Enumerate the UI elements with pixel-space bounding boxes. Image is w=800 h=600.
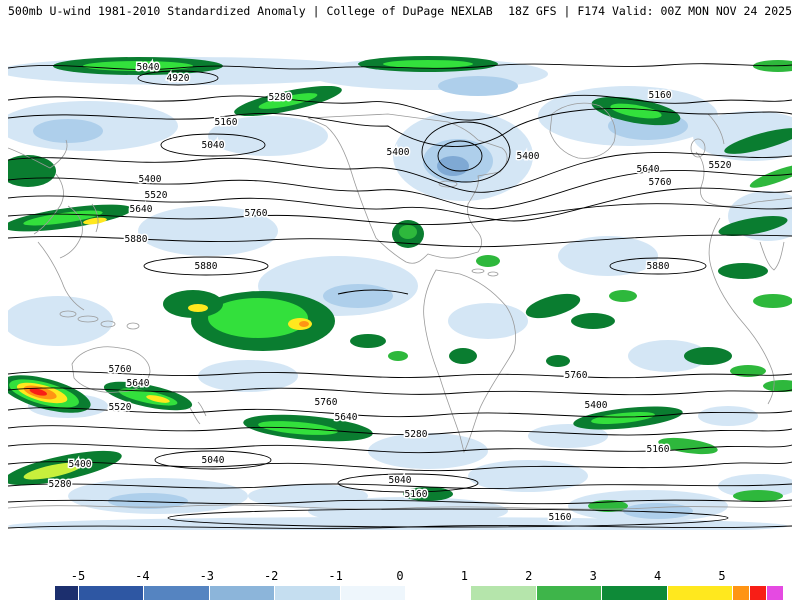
coast-south-america — [423, 269, 516, 454]
coast-japan — [91, 203, 99, 233]
coast-britain — [690, 138, 706, 158]
contour-label: 5880 — [195, 261, 218, 272]
contour-label: 5400 — [69, 459, 92, 470]
colorbar-tick-label: 2 — [525, 569, 533, 583]
contour-label: 5760 — [565, 370, 588, 381]
colorbar-segment — [144, 586, 210, 600]
coast-great-lakes — [438, 180, 458, 188]
colorbar-tick-label: 0 — [396, 569, 404, 583]
colorbar-segment — [749, 586, 767, 600]
contour-label: 4920 — [167, 73, 190, 84]
contour-label: 5880 — [125, 234, 148, 245]
colorbar-segment — [55, 586, 79, 600]
colorbar-ticks: -5 -4 -3 -2 -1 0 1 2 3 4 5 — [55, 569, 767, 583]
colorbar-segment — [209, 586, 276, 600]
contour-label: 5760 — [245, 208, 268, 219]
coast-europe — [695, 151, 793, 207]
contour-label: 5400 — [585, 400, 608, 411]
contour-label: 5640 — [130, 204, 153, 215]
colorbar-tick-label: 4 — [653, 569, 662, 583]
contour-label: 5040 — [202, 140, 225, 151]
coast-asia — [7, 139, 85, 311]
coast-greenland — [549, 102, 616, 159]
colorbar-segment — [667, 586, 733, 600]
contour-label: 5640 — [637, 164, 660, 175]
colorbar-tick-label: 1 — [460, 569, 469, 583]
southern-jet-max — [1, 375, 91, 413]
coast-caribbean — [471, 268, 485, 274]
colorbar-segment — [732, 586, 750, 600]
titlebar: 500mb U-wind 1981-2010 Standardized Anom… — [8, 4, 792, 18]
colorbar-segment — [275, 586, 341, 600]
colorbar-segment — [79, 586, 145, 600]
contour-label: 5280 — [405, 429, 428, 440]
anomaly-positive-shading — [0, 56, 800, 512]
coastlines — [7, 102, 793, 510]
contour-label: 5400 — [139, 174, 162, 185]
colorbar-segment — [536, 586, 603, 600]
contour-label: 5520 — [709, 160, 732, 171]
coast-africa — [708, 217, 775, 405]
coast-antarctica — [7, 504, 793, 510]
colorbar-tick-label: 3 — [589, 569, 597, 583]
coast-indonesia — [100, 320, 116, 328]
coast-indonesia — [59, 310, 77, 318]
contour-label: 5760 — [649, 177, 672, 188]
coast-new-zealand — [189, 401, 207, 425]
anomaly-negative-shading — [0, 57, 800, 535]
contour-label: 5160 — [649, 90, 672, 101]
contour-label: 5160 — [405, 489, 428, 500]
contour-label: 5400 — [387, 147, 410, 158]
model-valid-time: 18Z GFS | F174 Valid: 00Z MON NOV 24 202… — [508, 4, 792, 18]
contour-label: 5760 — [315, 397, 338, 408]
colorbar-segment — [766, 586, 784, 600]
contour-label: 5280 — [269, 92, 292, 103]
contour-label: 5520 — [145, 190, 168, 201]
contour-label: 5040 — [202, 455, 225, 466]
contour-label: 5760 — [109, 364, 132, 375]
contour-label: 5160 — [647, 444, 670, 455]
contour-label: 5640 — [127, 378, 150, 389]
contour-label: 5160 — [215, 117, 238, 128]
map-svg: 5040 4920 5280 5160 5160 5040 5400 5400 5400 5520… — [0, 56, 800, 535]
colorbar-segment — [471, 586, 537, 600]
map-title: 500mb U-wind 1981-2010 Standardized Anom… — [8, 4, 493, 18]
colorbar-tick-label: -5 — [70, 569, 86, 583]
colorbar-tick-label: 5 — [718, 569, 726, 583]
contour-label: 5040 — [137, 62, 160, 73]
coast-indonesia — [77, 315, 99, 323]
contour-label: 5400 — [517, 151, 540, 162]
coast-caribbean — [487, 271, 499, 277]
coast-indonesia — [126, 322, 140, 330]
contour-label: 5160 — [549, 512, 572, 523]
colorbar-segment — [405, 586, 472, 600]
map: 5040 4920 5280 5160 5160 5040 5400 5400 5400 5520… — [0, 56, 800, 535]
coast-india — [759, 241, 785, 271]
coast-australia — [71, 346, 151, 393]
contour-label: 5040 — [389, 475, 412, 486]
colorbar-segment — [340, 586, 406, 600]
colorbar-tick-label: -2 — [263, 569, 279, 583]
colorbar-segment — [602, 586, 668, 600]
height-contours — [7, 63, 793, 529]
contour-label: 5640 — [335, 412, 358, 423]
coast-north-america — [307, 113, 508, 264]
coast-scandinavia — [707, 113, 725, 145]
colorbar-strip — [55, 586, 784, 600]
contour-label: 5520 — [109, 402, 132, 413]
contour-label: 5280 — [49, 479, 72, 490]
colorbar-tick-label: -4 — [135, 569, 150, 583]
colorbar-tick-label: -3 — [199, 569, 215, 583]
colorbar-tick-label: -1 — [328, 569, 343, 583]
contour-label: 5880 — [647, 261, 670, 272]
